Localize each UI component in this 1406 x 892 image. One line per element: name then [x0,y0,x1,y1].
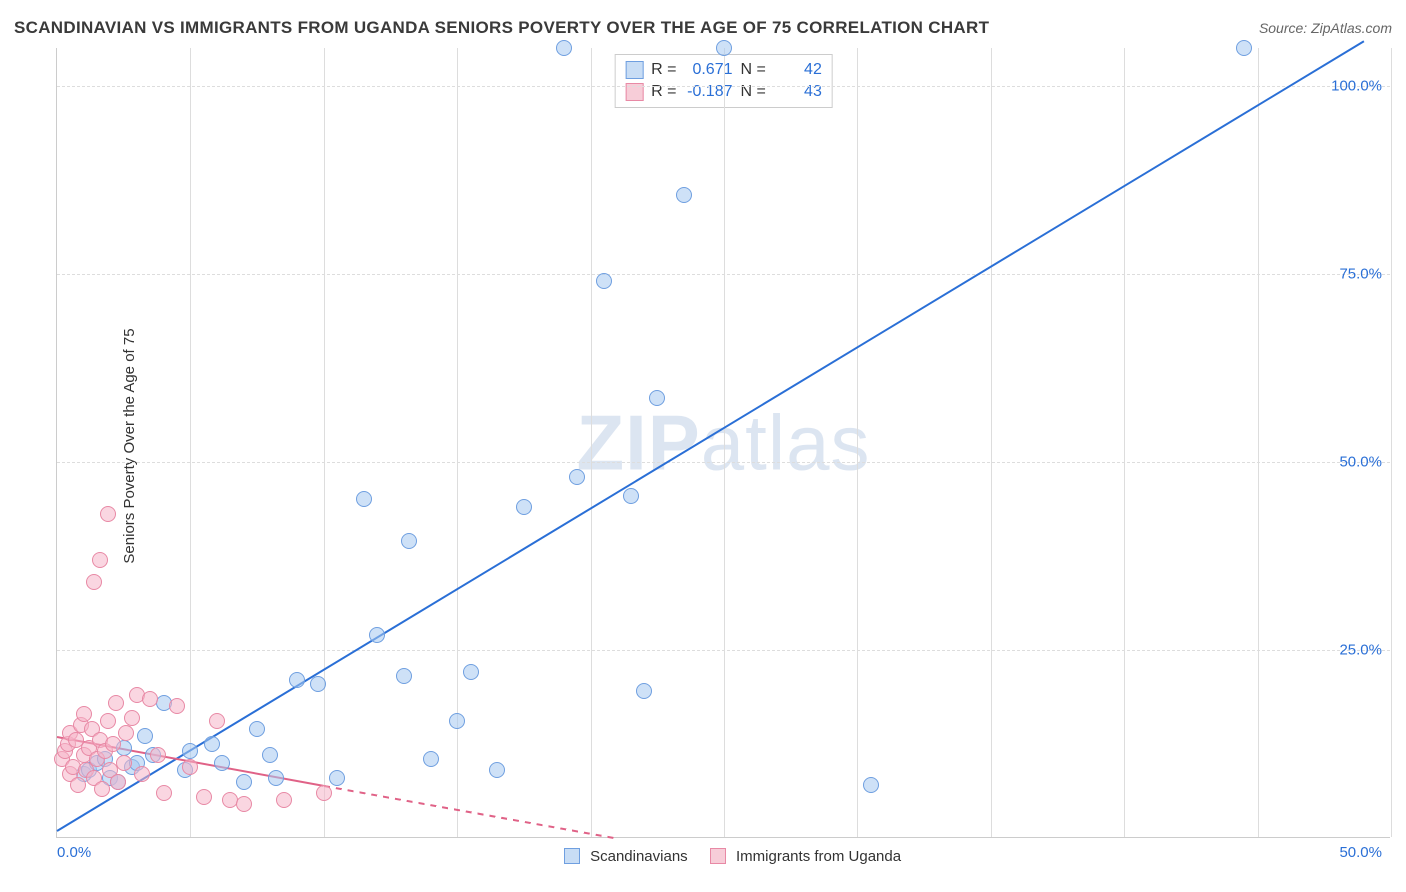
data-point [214,755,230,771]
swatch-icon-blue [625,61,643,79]
chart-title: SCANDINAVIAN VS IMMIGRANTS FROM UGANDA S… [14,18,989,38]
data-point [863,777,879,793]
gridline-v [991,48,992,837]
gridline-v [857,48,858,837]
data-point [396,668,412,684]
data-point [556,40,572,56]
data-point [268,770,284,786]
source-label: Source: ZipAtlas.com [1259,20,1392,36]
data-point [108,695,124,711]
data-point [86,574,102,590]
scatter-plot: ZIPatlas R = 0.671 N = 42 R = -0.187 N =… [56,48,1390,838]
data-point [401,533,417,549]
gridline-v [1391,48,1392,837]
x-axis-origin-label: 0.0% [57,844,91,861]
legend-label-scandinavians: Scandinavians [590,848,688,865]
data-point [156,785,172,801]
n-label: N = [741,61,766,79]
data-point [76,706,92,722]
data-point [110,774,126,790]
r-value: 0.671 [685,61,733,79]
data-point [209,713,225,729]
watermark-zip: ZIP [576,398,700,486]
r-label: R = [651,61,676,79]
y-tick-label: 25.0% [1339,641,1382,658]
data-point [596,273,612,289]
data-point [489,762,505,778]
gridline-v [190,48,191,837]
chart-header: SCANDINAVIAN VS IMMIGRANTS FROM UGANDA S… [14,18,1392,38]
data-point [516,499,532,515]
gridline-v [1124,48,1125,837]
data-point [118,725,134,741]
data-point [169,698,185,714]
data-point [182,759,198,775]
data-point [623,488,639,504]
data-point [636,683,652,699]
data-point [236,796,252,812]
data-point [716,40,732,56]
y-tick-label: 75.0% [1339,265,1382,282]
y-tick-label: 100.0% [1331,77,1382,94]
data-point [569,469,585,485]
data-point [100,713,116,729]
data-point [137,728,153,744]
data-point [196,789,212,805]
n-value: 42 [774,61,822,79]
data-point [116,755,132,771]
swatch-icon-pink [710,848,726,864]
data-point [70,777,86,793]
data-point [449,713,465,729]
data-point [310,676,326,692]
data-point [316,785,332,801]
data-point [124,710,140,726]
data-point [369,627,385,643]
trend-line [324,785,618,840]
data-point [150,747,166,763]
data-point [262,747,278,763]
data-point [356,491,372,507]
data-point [204,736,220,752]
data-point [276,792,292,808]
x-axis-end-label: 50.0% [1339,844,1382,861]
data-point [105,736,121,752]
gridline-v [724,48,725,837]
watermark-atlas: atlas [701,398,871,486]
data-point [676,187,692,203]
data-point [463,664,479,680]
data-point [142,691,158,707]
gridline-v [591,48,592,837]
gridline-v [324,48,325,837]
data-point [649,390,665,406]
data-point [423,751,439,767]
trend-line [56,41,1364,833]
y-tick-label: 50.0% [1339,453,1382,470]
gridline-v [1258,48,1259,837]
data-point [289,672,305,688]
data-point [182,743,198,759]
swatch-icon-blue [564,848,580,864]
data-point [92,552,108,568]
legend-label-uganda: Immigrants from Uganda [736,848,901,865]
data-point [100,506,116,522]
series-legend: Scandinavians Immigrants from Uganda [57,848,1390,865]
data-point [134,766,150,782]
data-point [249,721,265,737]
data-point [236,774,252,790]
data-point [94,781,110,797]
data-point [329,770,345,786]
data-point [1236,40,1252,56]
